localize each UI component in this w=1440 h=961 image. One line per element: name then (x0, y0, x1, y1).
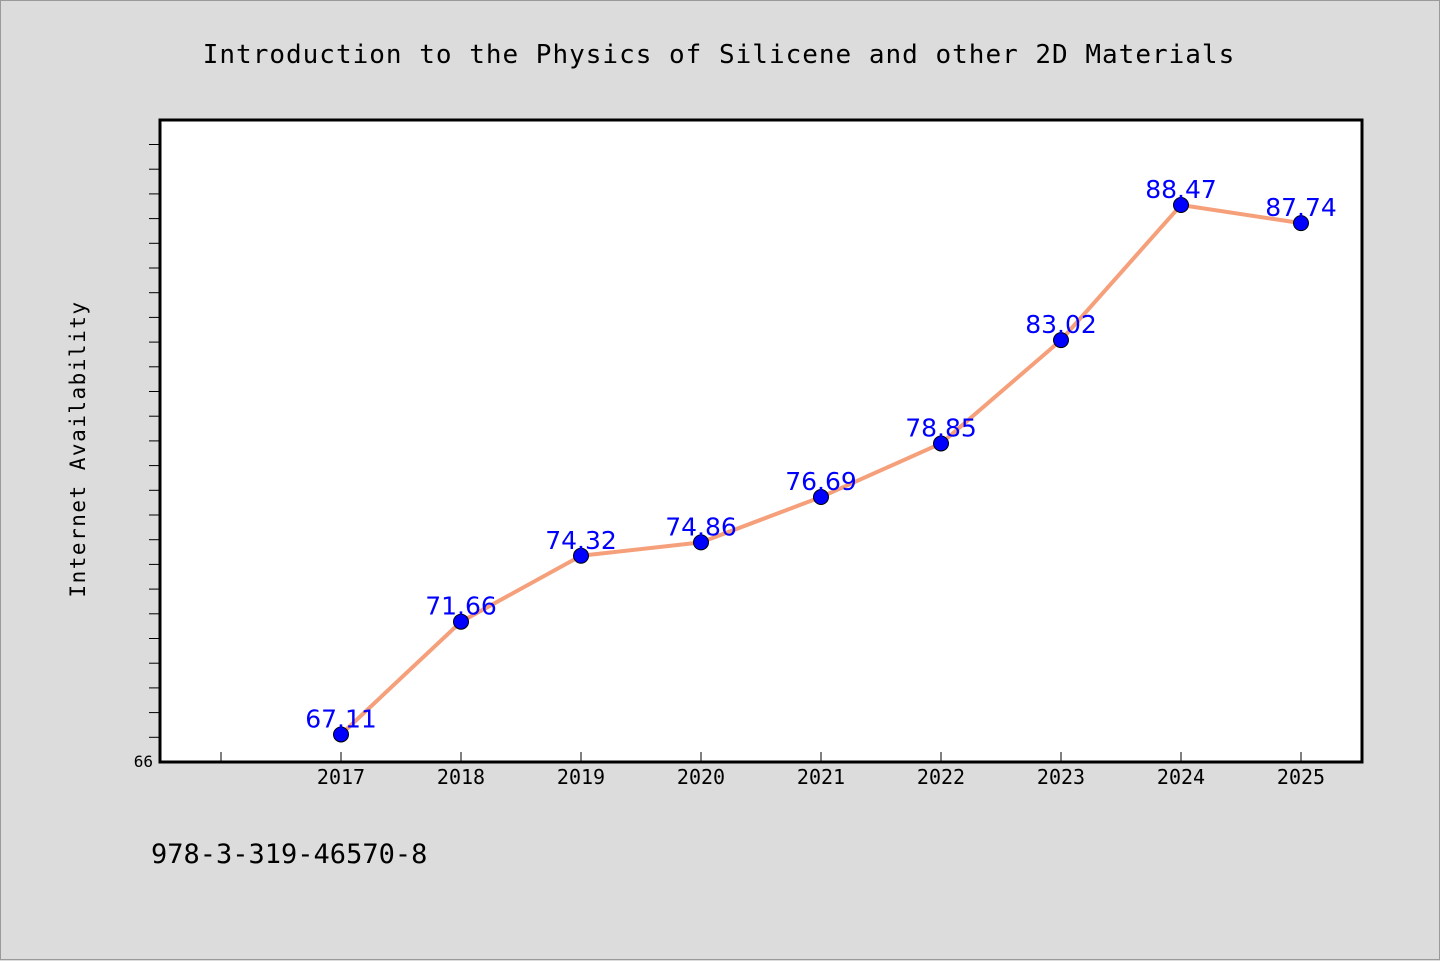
data-point (333, 726, 349, 743)
y-axis-label: Internet Availability (66, 300, 90, 597)
data-label: 78.85 (905, 413, 977, 442)
data-label: 71.66 (425, 592, 497, 621)
data-point (693, 534, 709, 551)
x-tick-label: 2022 (917, 765, 965, 789)
data-label: 67.11 (305, 704, 377, 733)
y-tick-label: 66 (134, 752, 153, 771)
data-label: 74.86 (665, 512, 737, 541)
data-point (933, 435, 949, 452)
x-tick-label: 2018 (437, 765, 485, 789)
data-label: 87.74 (1265, 193, 1337, 222)
data-point (1173, 197, 1189, 214)
data-label-layer: 67.11 71.66 74.32 74.86 76.69 78.85 83.02 88.47… (305, 175, 1337, 733)
x-tick-label: 2021 (797, 765, 845, 789)
data-label: 88.47 (1145, 175, 1217, 204)
data-point (453, 613, 469, 630)
x-axis-ticks: 2017 2018 2019 2020 2021 2022 2023 2024 2025 (220, 752, 1325, 789)
x-tick-label: 2025 (1277, 765, 1325, 789)
series-layer (333, 197, 1309, 743)
chart-title: Introduction to the Physics of Silicene … (203, 40, 1236, 70)
x-tick-label: 2020 (677, 765, 725, 789)
isbn-label: 978-3-319-46570-8 (151, 839, 427, 870)
data-label: 76.69 (785, 467, 857, 496)
x-tick-label: 2024 (1157, 765, 1205, 789)
data-point (1053, 332, 1069, 349)
y-axis-ticks: 66 (134, 144, 160, 771)
x-tick-label: 2017 (317, 765, 365, 789)
x-tick-label: 2019 (557, 765, 605, 789)
data-point (1293, 215, 1309, 232)
data-label: 74.32 (545, 526, 617, 555)
x-tick-label: 2023 (1037, 765, 1085, 789)
data-label: 83.02 (1025, 310, 1097, 339)
data-point (573, 547, 589, 564)
data-point (813, 489, 829, 506)
plot-area (158, 118, 1364, 764)
